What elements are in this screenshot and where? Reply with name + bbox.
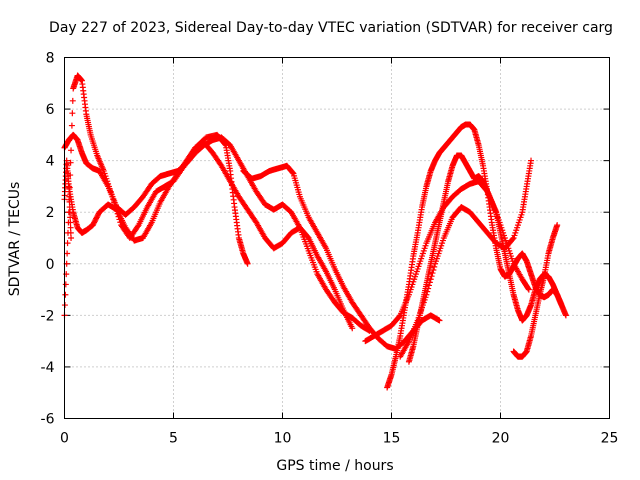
data-point bbox=[289, 169, 296, 176]
data-point bbox=[134, 223, 141, 230]
y-axis-label: SDTVAR / TECUs bbox=[7, 182, 23, 297]
axis-ticks bbox=[64, 57, 610, 419]
y-tick-label: 8 bbox=[46, 51, 55, 67]
series-track-8 bbox=[405, 152, 569, 365]
series-track-2 bbox=[61, 131, 373, 334]
data-point bbox=[436, 317, 443, 324]
data-point bbox=[67, 224, 74, 231]
x-tick-label: 25 bbox=[601, 431, 619, 447]
y-tick-label: -2 bbox=[41, 308, 55, 324]
x-tick-labels: 0 5 10 15 20 25 bbox=[60, 431, 618, 447]
x-axis-label: GPS time / hours bbox=[276, 458, 393, 474]
series-track-4 bbox=[240, 162, 443, 352]
data-point bbox=[66, 209, 73, 216]
plot-frame bbox=[64, 57, 610, 419]
data-point bbox=[244, 260, 251, 267]
x-tick-label: 5 bbox=[169, 431, 178, 447]
data-point bbox=[66, 198, 73, 205]
data-point bbox=[64, 250, 71, 257]
series-track-9 bbox=[510, 222, 561, 360]
data-point bbox=[69, 110, 76, 117]
data-point bbox=[66, 193, 73, 200]
data-point bbox=[528, 157, 535, 164]
data-point bbox=[396, 313, 403, 320]
y-tick-labels: -6 -4 -2 0 2 4 6 8 bbox=[41, 51, 55, 428]
y-tick-label: -6 bbox=[41, 412, 55, 428]
y-tick-label: 2 bbox=[46, 205, 55, 221]
data-point bbox=[65, 183, 72, 190]
data-point bbox=[431, 263, 438, 270]
y-tick-label: 6 bbox=[46, 102, 55, 118]
grid-lines bbox=[64, 57, 610, 419]
x-tick-label: 10 bbox=[274, 431, 292, 447]
data-point bbox=[427, 276, 434, 283]
data-point bbox=[68, 235, 75, 241]
series-track-3 bbox=[65, 139, 356, 332]
data-point bbox=[68, 147, 75, 154]
data-point bbox=[66, 204, 73, 211]
data-point bbox=[525, 285, 532, 292]
x-tick-label: 15 bbox=[383, 431, 401, 447]
data-point bbox=[69, 97, 76, 104]
y-tick-label: 4 bbox=[46, 154, 55, 170]
data-point bbox=[62, 291, 69, 298]
y-tick-label: 0 bbox=[46, 257, 55, 273]
data-point bbox=[509, 236, 516, 243]
data-point bbox=[429, 270, 436, 277]
x-tick-label: 20 bbox=[492, 431, 510, 447]
data-point bbox=[67, 229, 74, 236]
data-point bbox=[68, 122, 75, 129]
data-point bbox=[425, 282, 432, 289]
data-series bbox=[61, 72, 569, 391]
data-point bbox=[62, 281, 69, 288]
series-track-1 bbox=[61, 72, 251, 319]
data-point bbox=[66, 188, 73, 195]
x-tick-label: 0 bbox=[60, 431, 69, 447]
data-point bbox=[67, 214, 74, 221]
data-point bbox=[64, 240, 71, 247]
data-point bbox=[67, 219, 74, 226]
data-point bbox=[562, 312, 569, 319]
chart-title: Day 227 of 2023, Sidereal Day-to-day VTE… bbox=[49, 20, 613, 36]
data-point bbox=[349, 325, 356, 332]
y-tick-label: -4 bbox=[41, 360, 55, 376]
data-point bbox=[554, 222, 561, 229]
data-point bbox=[525, 286, 532, 293]
